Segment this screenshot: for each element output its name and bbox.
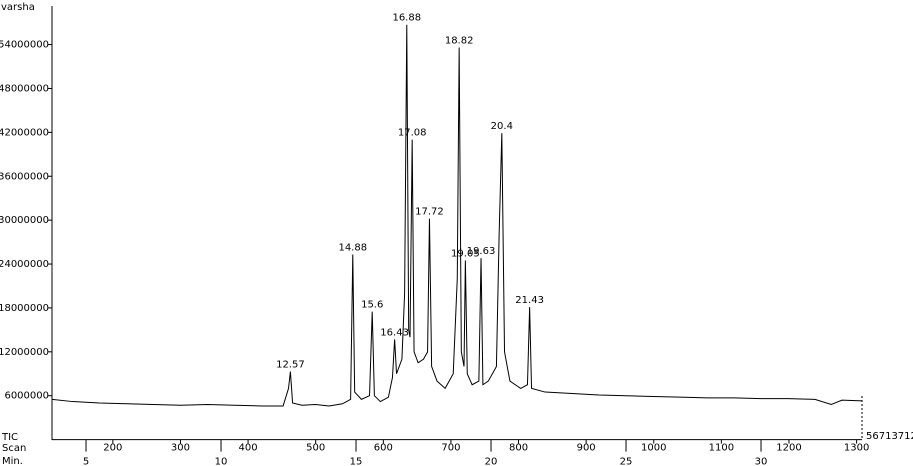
peak-label: 16.88 [392, 13, 421, 24]
y-tick-label: 6000000 [4, 391, 49, 402]
y-tick-label: 48000000 [0, 83, 49, 94]
peak-label: 14.88 [338, 243, 367, 254]
x-tick-label: 15 [350, 457, 363, 466]
y-tick-label: 18000000 [0, 303, 49, 314]
scan-tick-label: 700 [441, 443, 460, 454]
scan-tick-label: 1100 [709, 443, 734, 454]
scan-tick-label: 1000 [641, 443, 666, 454]
max-intensity: 56713712 [866, 431, 913, 442]
peak-label: 16.43 [380, 327, 409, 338]
y-tick-label: 42000000 [0, 127, 49, 138]
peak-label: 19.05 [451, 248, 480, 259]
peak-label: 21.43 [515, 295, 544, 306]
scan-tick-label: 1200 [776, 443, 801, 454]
peak-label: 19.63 [467, 246, 496, 257]
peak-label: 15.6 [361, 300, 383, 311]
y-axis-label: TIC [1, 432, 18, 443]
x-tick-label: 5 [83, 457, 89, 466]
scan-tick-label: 1300 [844, 443, 869, 454]
scan-tick-label: 900 [577, 443, 596, 454]
scan-tick-label: 200 [103, 443, 122, 454]
x-tick-label: 30 [755, 457, 768, 466]
peak-label: 17.72 [415, 207, 444, 218]
y-tick-label: 30000000 [0, 215, 49, 226]
x-tick-label: 10 [215, 457, 228, 466]
x-tick-label: 20 [485, 457, 498, 466]
x-axis-label: Min. [2, 456, 23, 466]
scan-tick-label: 600 [374, 443, 393, 454]
chart-title: varsha [1, 2, 35, 13]
peak-label: 12.57 [276, 360, 305, 371]
scan-tick-label: 400 [239, 443, 258, 454]
scan-tick-label: 300 [171, 443, 190, 454]
scan-tick-label: 800 [509, 443, 528, 454]
y-tick-label: 24000000 [0, 259, 49, 270]
peak-label: 18.82 [445, 36, 474, 47]
y-tick-label: 12000000 [0, 347, 49, 358]
y-tick-label: 54000000 [0, 40, 49, 51]
peak-label: 17.08 [398, 128, 427, 139]
x-tick-label: 25 [620, 457, 633, 466]
tic-trace [51, 24, 863, 407]
peak-label: 20.4 [491, 121, 513, 132]
y-tick-label: 36000000 [0, 171, 49, 182]
scan-axis-label: Scan [2, 443, 26, 454]
scan-tick-label: 500 [306, 443, 325, 454]
